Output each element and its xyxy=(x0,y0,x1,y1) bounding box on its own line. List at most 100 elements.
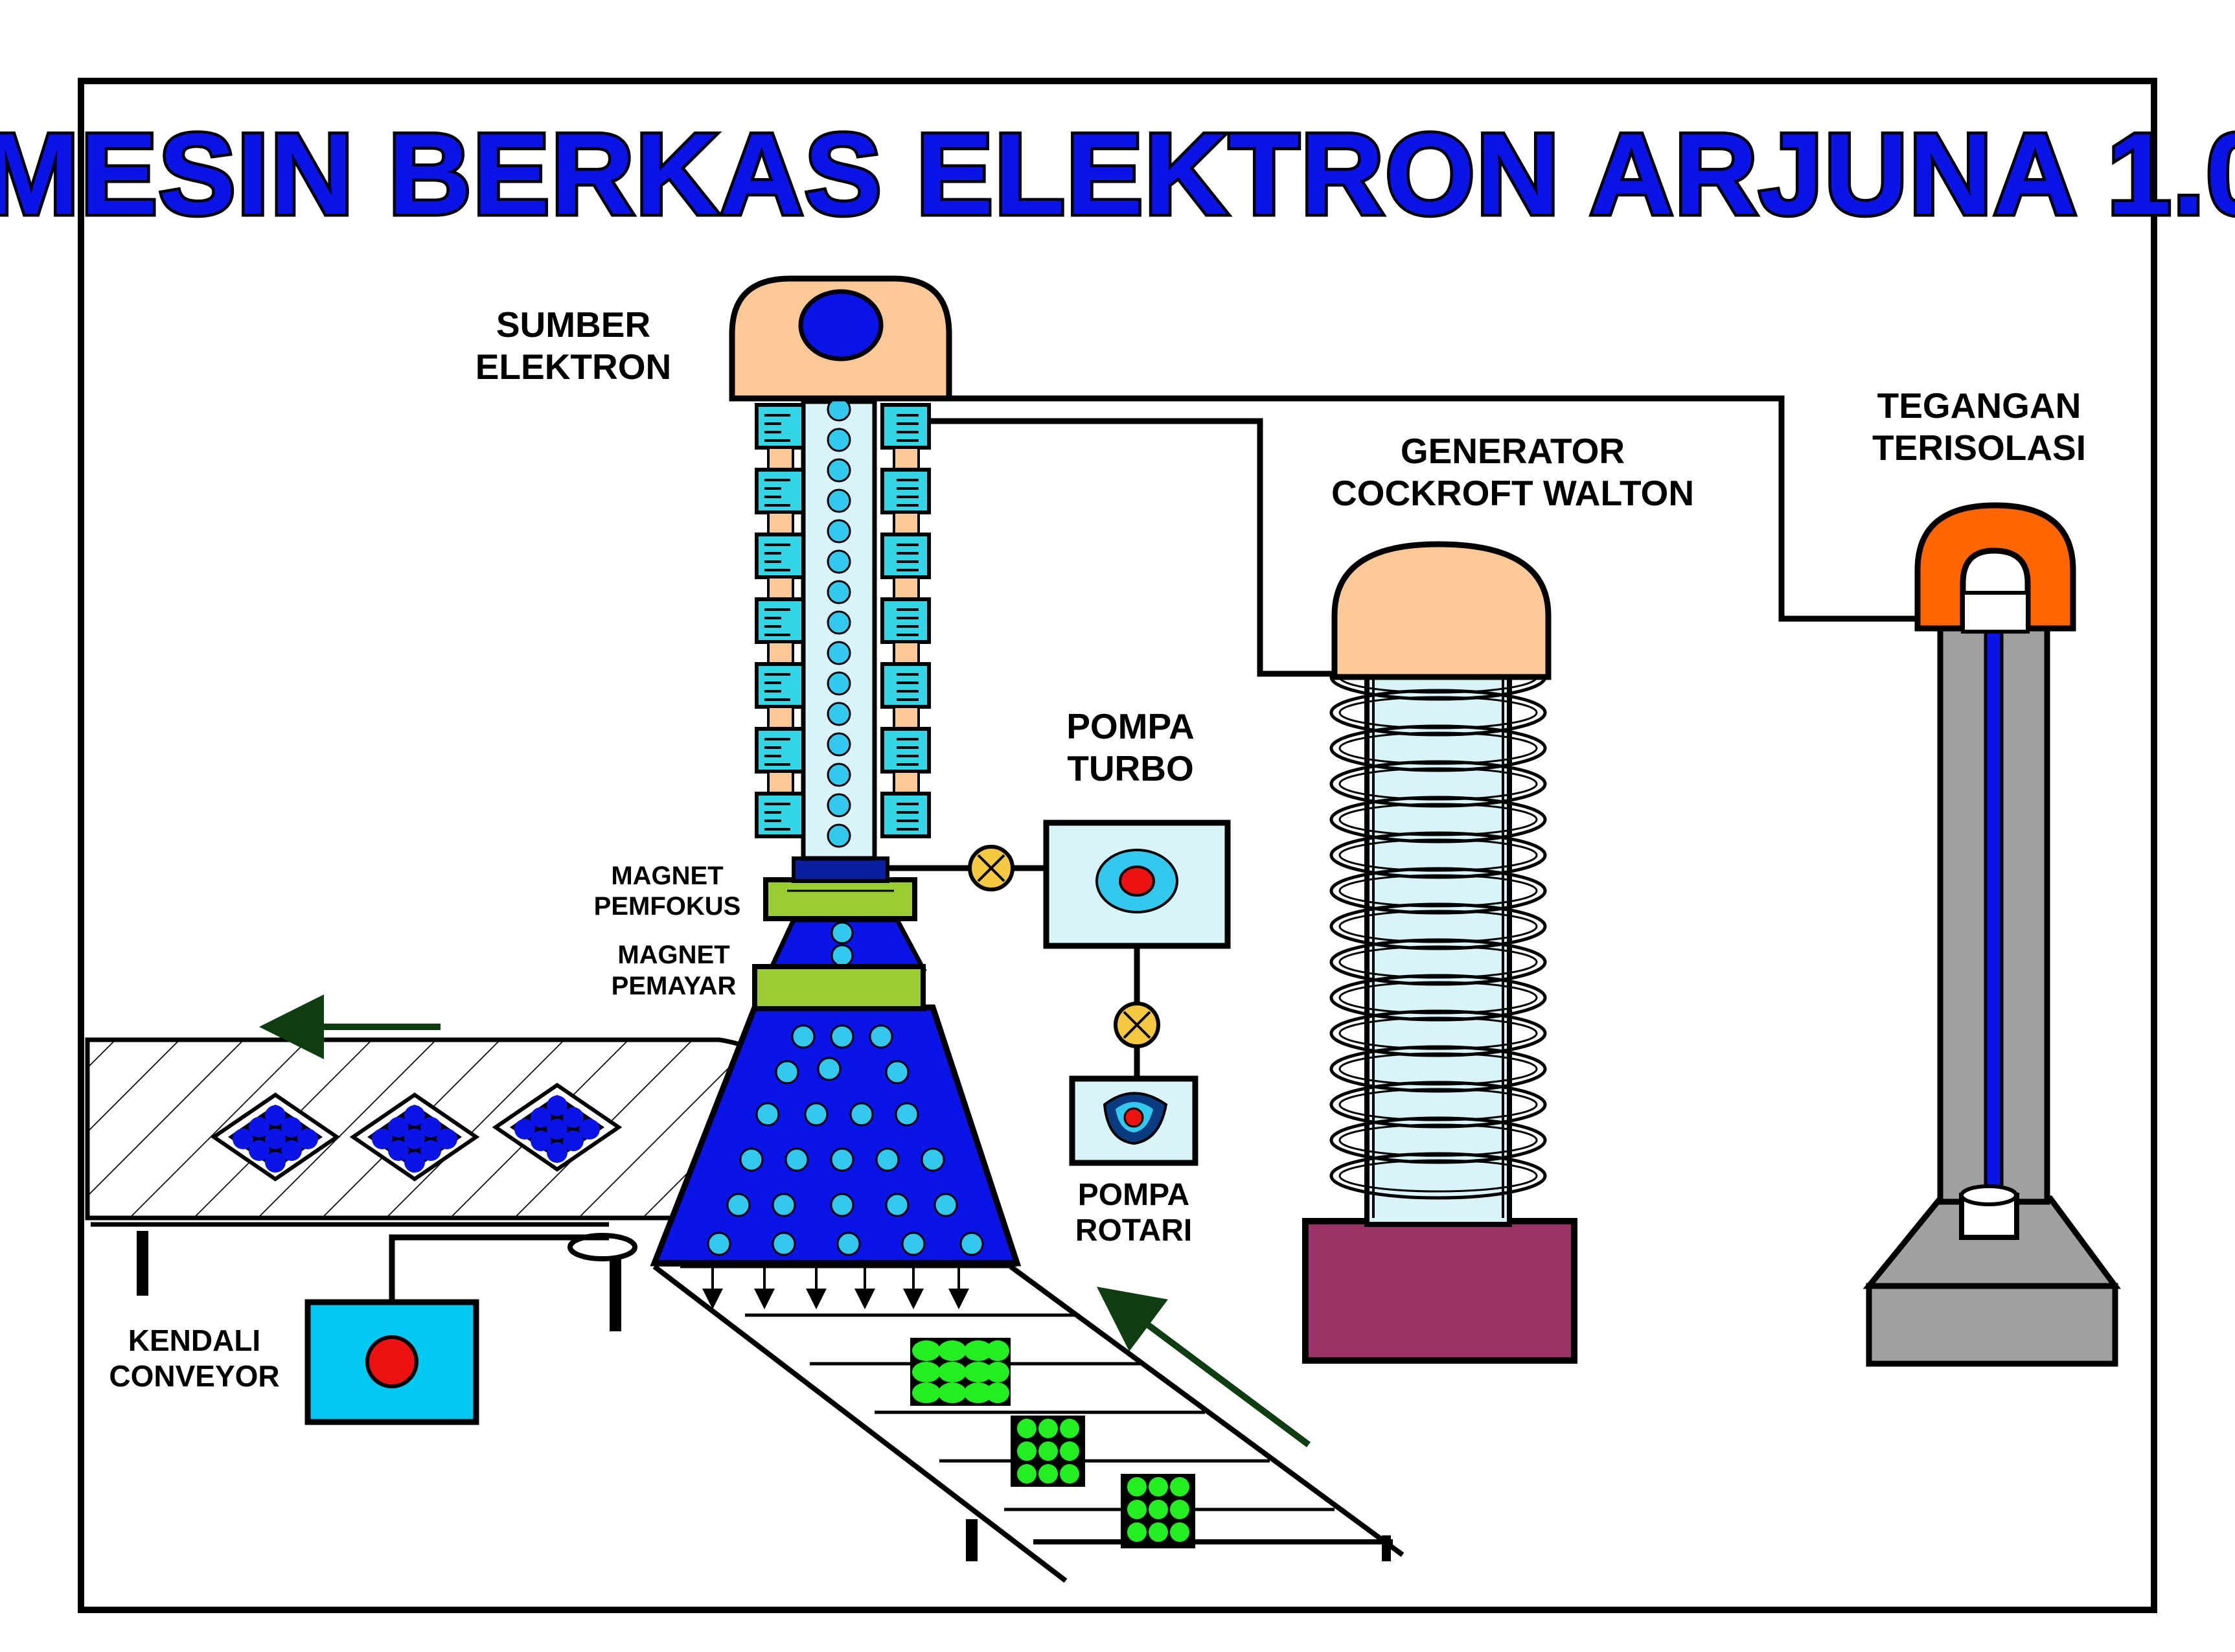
insulator-segment xyxy=(880,792,931,838)
valve-turbo xyxy=(968,845,1014,891)
coil-ring xyxy=(1329,1152,1547,1200)
insulator-segment xyxy=(755,533,805,579)
coil-ring xyxy=(1329,831,1547,879)
insulator-spacer xyxy=(767,706,794,730)
insulator-spacer xyxy=(767,641,794,665)
coil-ring xyxy=(1329,1009,1547,1057)
coil-ring xyxy=(1329,1081,1547,1129)
column-electron xyxy=(827,458,851,483)
beam-flange xyxy=(792,856,889,883)
insulated-voltage-tank xyxy=(1862,502,2121,1367)
label-kendali-line2: CONVEYOR xyxy=(109,1359,279,1393)
column-electron xyxy=(827,519,851,544)
coil-ring xyxy=(1329,760,1547,808)
label-pemfokus-line2: PEMFOKUS xyxy=(594,892,741,921)
coil-ring-inner xyxy=(1338,910,1538,943)
label-sumber-line1: SUMBER xyxy=(496,304,650,345)
product-tray-blue-1 xyxy=(210,1092,341,1182)
coil-ring xyxy=(1329,1045,1547,1093)
label-pemayar-line2: PEMAYAR xyxy=(612,972,737,1000)
insulator-segment xyxy=(755,403,805,450)
coil-ring-inner xyxy=(1338,981,1538,1015)
coil-ring-inner xyxy=(1338,1159,1538,1193)
coil-ring-inner xyxy=(1338,874,1538,908)
label-turbo-line1: POMPA xyxy=(1066,706,1195,746)
column-electron xyxy=(827,488,851,513)
label-generator-line2: COCKROFT WALTON xyxy=(1331,473,1694,513)
conveyor-direction-arrow-up xyxy=(1096,1287,1311,1448)
insulator-stack-right xyxy=(880,403,931,838)
label-generator-line1: GENERATOR xyxy=(1401,431,1625,471)
label-rotari-line2: ROTARI xyxy=(1075,1213,1192,1248)
coil-ring-inner xyxy=(1338,1016,1538,1050)
label-tegangan-line2: TERISOLASI xyxy=(1872,428,2086,468)
generator-coil xyxy=(1329,653,1547,1200)
generator-base xyxy=(1302,1218,1577,1364)
control-indicator-light xyxy=(365,1335,418,1388)
label-tegangan-line1: TEGANGAN xyxy=(1877,385,2081,426)
label-turbo-line2: TURBO xyxy=(1067,748,1194,788)
rotary-rotor-icon xyxy=(1123,1107,1144,1128)
product-tray-green-1 xyxy=(910,1338,1011,1406)
column-electron xyxy=(827,641,851,665)
insulator-spacer xyxy=(893,511,920,536)
insulator-stack-left xyxy=(755,403,805,838)
insulator-spacer xyxy=(893,706,920,730)
insulator-spacer xyxy=(767,770,794,795)
column-electron xyxy=(827,702,851,726)
insulator-segment xyxy=(755,468,805,514)
turbo-pump xyxy=(1043,820,1231,949)
coil-ring xyxy=(1329,974,1547,1022)
coil-ring xyxy=(1329,902,1547,950)
insulator-spacer xyxy=(893,641,920,665)
product-tray-green-3 xyxy=(1121,1474,1195,1548)
insulator-segment xyxy=(755,792,805,838)
electron-source-cathode xyxy=(798,289,884,361)
coil-ring xyxy=(1329,1116,1547,1164)
page-title: MESIN BERKAS ELEKTRON ARJUNA 1.0 xyxy=(0,109,2235,238)
insulator-segment xyxy=(755,727,805,774)
column-electron xyxy=(827,732,851,757)
insulator-spacer xyxy=(893,576,920,601)
column-electron-dots xyxy=(827,397,851,848)
cockroft-walton-generator xyxy=(1302,541,1577,1364)
scan-electron-dots xyxy=(707,921,984,1256)
column-electron xyxy=(827,763,851,787)
insulator-segment xyxy=(880,727,931,774)
label-pemayar-line1: MAGNET xyxy=(617,941,729,969)
coil-ring-inner xyxy=(1338,696,1538,729)
insulator-spacer xyxy=(767,511,794,536)
product-tray-blue-3 xyxy=(492,1083,623,1172)
coil-ring-inner xyxy=(1338,1088,1538,1121)
column-electron xyxy=(827,428,851,452)
column-electron xyxy=(827,580,851,604)
generator-dome xyxy=(1331,541,1552,680)
coil-ring-inner xyxy=(1338,945,1538,979)
outer-frame xyxy=(78,78,2157,1613)
coil-ring-inner xyxy=(1338,1123,1538,1157)
valve-rotari xyxy=(1114,1002,1160,1048)
product-tray-blue-2 xyxy=(349,1092,480,1182)
connection-wires xyxy=(930,395,1918,677)
column-electron xyxy=(827,671,851,696)
coil-ring xyxy=(1329,867,1547,915)
insulator-spacer xyxy=(767,446,794,471)
magnet-pemfokus xyxy=(763,877,917,921)
insulator-segment xyxy=(880,403,931,450)
insulator-spacer xyxy=(893,446,920,471)
terminal-dome xyxy=(1914,502,2076,632)
coil-ring-inner xyxy=(1338,731,1538,765)
insulator-segment xyxy=(880,662,931,709)
column-electron xyxy=(827,397,851,422)
insulator-segment xyxy=(880,597,931,644)
magnet-pemayar xyxy=(752,964,926,1011)
coil-ring xyxy=(1329,796,1547,843)
coil-ring-inner xyxy=(1338,1052,1538,1086)
insulator-segment xyxy=(755,662,805,709)
insulator-segment xyxy=(880,533,931,579)
electron-source xyxy=(729,275,952,402)
coil-ring xyxy=(1329,724,1547,772)
column-electron xyxy=(827,549,851,574)
vacuum-pumps xyxy=(888,820,1231,1166)
